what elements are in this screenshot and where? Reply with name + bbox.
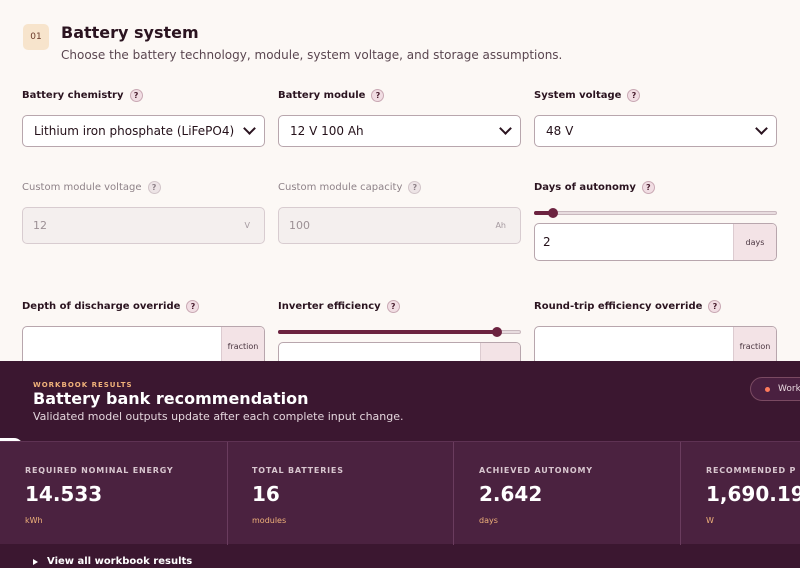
system-voltage-label: System voltage <box>534 89 622 101</box>
slider-fill <box>534 211 554 215</box>
status-pill[interactable]: Work <box>750 377 800 401</box>
unit-label: fraction <box>733 327 776 365</box>
unit-label: V <box>244 221 250 230</box>
battery-module-select[interactable]: 12 V 100 Ah <box>278 115 521 147</box>
help-icon[interactable]: ? <box>708 299 722 313</box>
custom-module-capacity-input[interactable]: 100 Ah <box>278 207 521 244</box>
section-subtitle: Choose the battery technology, module, s… <box>61 48 563 62</box>
days-of-autonomy-input[interactable]: 2 days <box>534 223 777 261</box>
system-voltage-select[interactable]: 48 V <box>534 115 777 147</box>
metric-value: 16 <box>252 482 280 506</box>
custom-module-capacity-value: 100 <box>289 219 310 232</box>
custom-module-voltage-label: Custom module voltage <box>22 181 142 193</box>
battery-chemistry-value: Lithium iron phosphate (LiFePO4) <box>34 124 235 138</box>
battery-chemistry-label: Battery chemistry <box>22 89 124 101</box>
help-icon[interactable]: ? <box>386 299 400 313</box>
days-of-autonomy-label: Days of autonomy <box>534 181 636 193</box>
unit-label: days <box>733 224 776 260</box>
metric-total-batteries: TOTAL BATTERIES 16 modules <box>227 442 454 545</box>
slider-thumb[interactable] <box>548 208 559 218</box>
round-trip-efficiency-label: Round-trip efficiency override <box>534 300 703 312</box>
help-icon[interactable]: ? <box>371 88 385 102</box>
system-voltage-field: System voltage? 48 V <box>534 87 777 147</box>
help-icon[interactable]: ? <box>641 180 655 194</box>
chevron-down-icon <box>243 122 256 135</box>
metric-label: REQUIRED NOMINAL ENERGY <box>25 466 174 475</box>
metric-unit: W <box>706 516 714 525</box>
chevron-down-icon <box>755 122 768 135</box>
metric-label: TOTAL BATTERIES <box>252 466 344 475</box>
battery-chemistry-select[interactable]: Lithium iron phosphate (LiFePO4) <box>22 115 265 147</box>
metric-recommended-power: RECOMMENDED P 1,690.19 W <box>681 442 800 545</box>
step-badge: 01 <box>23 24 49 50</box>
metric-value: 2.642 <box>479 482 543 506</box>
days-of-autonomy-value: 2 <box>543 235 551 249</box>
days-of-autonomy-slider[interactable] <box>534 207 777 219</box>
custom-module-voltage-input[interactable]: 12 V <box>22 207 265 244</box>
help-icon[interactable]: ? <box>129 88 143 102</box>
battery-module-label: Battery module <box>278 89 366 101</box>
battery-module-field: Battery module? 12 V 100 Ah <box>278 87 521 147</box>
round-trip-efficiency-input[interactable]: fraction <box>534 326 777 366</box>
view-all-label: View all workbook results <box>47 556 193 567</box>
unit-label: fraction <box>221 327 264 365</box>
metric-label: RECOMMENDED P <box>706 466 797 475</box>
metric-unit: kWh <box>25 516 43 525</box>
depth-of-discharge-input[interactable]: fraction <box>22 326 265 366</box>
metrics-row: REQUIRED NOMINAL ENERGY 14.533 kWh TOTAL… <box>0 441 800 545</box>
custom-module-voltage-value: 12 <box>33 219 47 232</box>
status-label: Work <box>778 384 800 394</box>
round-trip-efficiency-field: Round-trip efficiency override? fraction <box>534 298 777 366</box>
disclosure-triangle-icon <box>33 558 38 565</box>
days-of-autonomy-field: Days of autonomy? 2 days <box>534 179 777 261</box>
metric-value: 14.533 <box>25 482 103 506</box>
metric-unit: modules <box>252 516 287 525</box>
system-voltage-value: 48 V <box>546 124 574 138</box>
results-title: Battery bank recommendation <box>33 389 309 408</box>
section-title: Battery system <box>61 23 199 42</box>
depth-of-discharge-field: Depth of discharge override? fraction <box>22 298 265 366</box>
help-icon[interactable]: ? <box>186 299 200 313</box>
custom-module-voltage-field: Custom module voltage? 12 V <box>22 179 265 244</box>
results-panel: WORKBOOK RESULTS Battery bank recommenda… <box>0 361 800 568</box>
results-kicker: WORKBOOK RESULTS <box>33 381 133 389</box>
slider-thumb[interactable] <box>491 327 502 337</box>
results-subtitle: Validated model outputs update after eac… <box>33 410 404 423</box>
inverter-efficiency-slider[interactable] <box>278 326 521 338</box>
unit-label: Ah <box>495 221 506 230</box>
metric-achieved-autonomy: ACHIEVED AUTONOMY 2.642 days <box>454 442 681 545</box>
custom-module-capacity-field: Custom module capacity? 100 Ah <box>278 179 521 244</box>
help-icon[interactable]: ? <box>147 180 161 194</box>
status-dot-icon <box>765 386 770 392</box>
depth-of-discharge-label: Depth of discharge override <box>22 300 181 312</box>
slider-fill <box>278 330 497 334</box>
metric-required-energy: REQUIRED NOMINAL ENERGY 14.533 kWh <box>0 442 228 545</box>
metric-unit: days <box>479 516 498 525</box>
chevron-down-icon <box>499 122 512 135</box>
battery-chemistry-field: Battery chemistry? Lithium iron phosphat… <box>22 87 265 147</box>
custom-module-capacity-label: Custom module capacity <box>278 181 403 193</box>
metric-value: 1,690.19 <box>706 482 800 506</box>
help-icon[interactable]: ? <box>627 88 641 102</box>
help-icon[interactable]: ? <box>408 180 422 194</box>
battery-module-value: 12 V 100 Ah <box>290 124 364 138</box>
inverter-efficiency-label: Inverter efficiency <box>278 300 381 312</box>
metric-label: ACHIEVED AUTONOMY <box>479 466 593 475</box>
view-all-results-toggle[interactable]: View all workbook results <box>33 556 192 567</box>
